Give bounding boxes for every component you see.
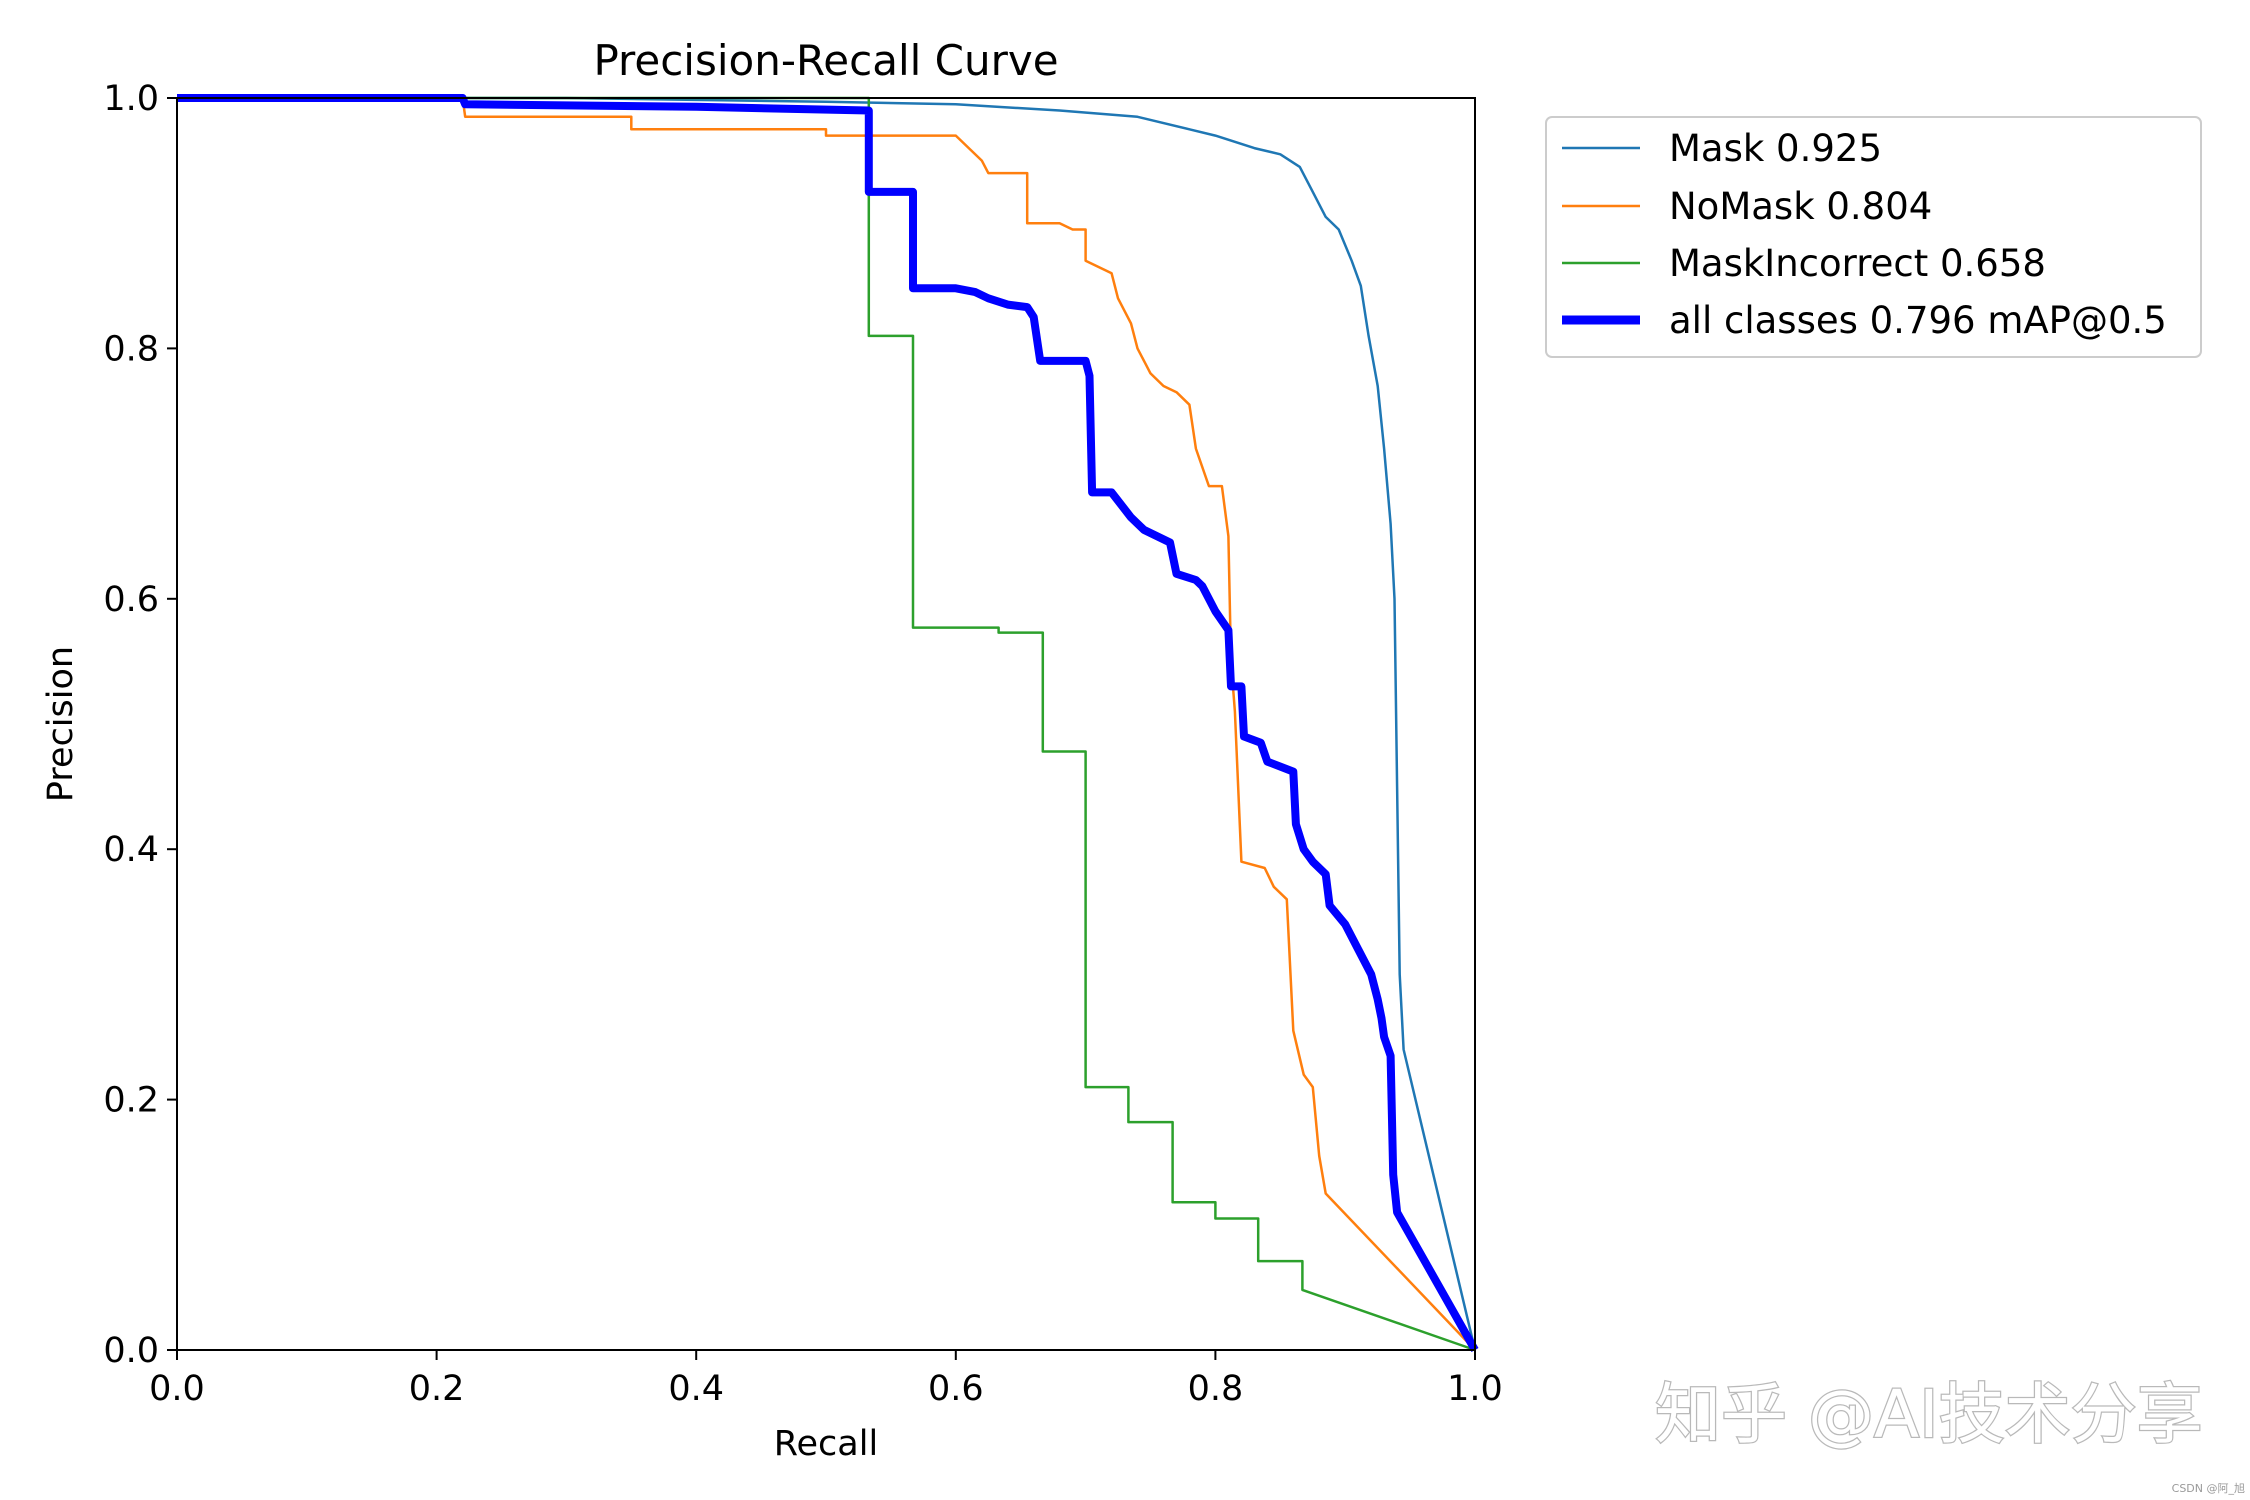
x-tick-label-2: 0.4 (668, 1369, 724, 1409)
y-tick-label-3: 0.6 (103, 580, 159, 620)
legend: Mask 0.925 NoMask 0.804 MaskIncorrect 0.… (1545, 116, 2202, 358)
y-tick-label-5: 1.0 (103, 79, 159, 119)
plot-frame (176, 97, 1476, 1351)
chart-title: Precision-Recall Curve (593, 36, 1058, 85)
legend-box (1545, 116, 2202, 358)
series-line-1 (177, 96, 1476, 1351)
x-tick-label-5: 1.0 (1447, 1369, 1503, 1409)
series-line-0 (177, 96, 1477, 1351)
y-tick-label-4: 0.8 (103, 329, 159, 369)
x-tick-label-1: 0.2 (409, 1369, 465, 1409)
series-line-3 (177, 94, 1479, 1352)
y-tick-label-0: 0.0 (103, 1331, 159, 1371)
x-tick-label-3: 0.6 (928, 1369, 984, 1409)
y-tick-label-1: 0.2 (103, 1081, 159, 1121)
x-tick-label-0: 0.0 (149, 1369, 205, 1409)
x-tick-label-4: 0.8 (1188, 1369, 1244, 1409)
legend-label-maskincorrect: MaskIncorrect 0.658 (1669, 242, 2046, 285)
y-axis-label: Precision (41, 646, 81, 802)
series-layer (177, 94, 1479, 1352)
ticks-layer: 0.0 0.2 0.4 0.6 0.8 1.0 0.0 0.2 0.4 0.6 0.8 1.0 (103, 79, 1503, 1409)
series-line-2 (177, 96, 1476, 1352)
credit-text: CSDN @阿_旭 (2172, 1481, 2245, 1495)
x-axis-label: Recall (774, 1424, 878, 1464)
watermark: 知乎 @AI技术分享 (1655, 1376, 2203, 1453)
legend-label-all-classes: all classes 0.796 mAP@0.5 (1669, 299, 2167, 342)
legend-label-nomask: NoMask 0.804 (1669, 185, 1932, 228)
y-tick-label-2: 0.4 (103, 830, 159, 870)
legend-label-mask: Mask 0.925 (1669, 127, 1882, 170)
